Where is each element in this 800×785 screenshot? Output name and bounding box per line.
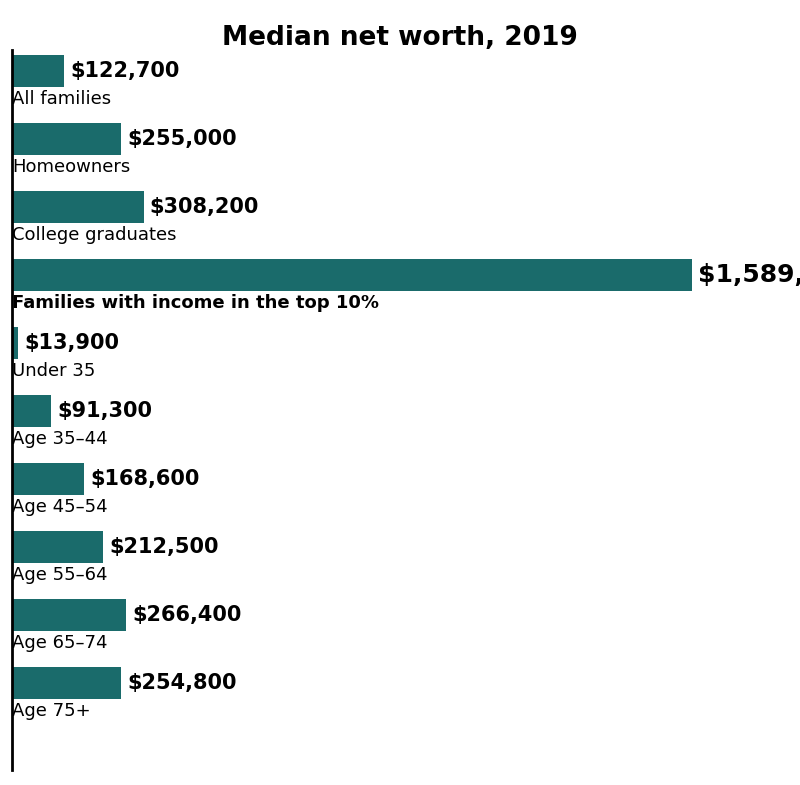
Bar xyxy=(12,463,84,495)
Text: $91,300: $91,300 xyxy=(57,401,152,421)
Text: $254,800: $254,800 xyxy=(127,673,237,693)
Bar xyxy=(12,327,18,359)
Text: Age 55–64: Age 55–64 xyxy=(12,566,107,584)
Text: $308,200: $308,200 xyxy=(150,197,259,217)
Text: $212,500: $212,500 xyxy=(109,537,218,557)
Text: $13,900: $13,900 xyxy=(24,333,119,353)
Bar xyxy=(12,599,126,631)
Bar xyxy=(12,531,103,563)
Bar xyxy=(12,259,692,291)
Bar xyxy=(12,123,121,155)
Text: College graduates: College graduates xyxy=(12,226,177,244)
Bar xyxy=(12,191,144,223)
Text: Under 35: Under 35 xyxy=(12,362,95,380)
Bar xyxy=(12,667,121,699)
Bar xyxy=(12,55,65,87)
Text: Homeowners: Homeowners xyxy=(12,158,130,176)
Text: $255,000: $255,000 xyxy=(127,129,237,149)
Text: Age 35–44: Age 35–44 xyxy=(12,430,108,448)
Text: $168,600: $168,600 xyxy=(90,469,199,489)
Text: $1,589,300: $1,589,300 xyxy=(698,263,800,287)
Text: All families: All families xyxy=(12,90,111,108)
Text: Families with income in the top 10%: Families with income in the top 10% xyxy=(12,294,379,312)
Text: Age 65–74: Age 65–74 xyxy=(12,634,107,652)
Text: Median net worth, 2019: Median net worth, 2019 xyxy=(222,25,578,51)
Text: Age 75+: Age 75+ xyxy=(12,702,90,720)
Bar xyxy=(12,395,51,427)
Text: $122,700: $122,700 xyxy=(70,61,180,81)
Text: $266,400: $266,400 xyxy=(132,605,242,625)
Text: Age 45–54: Age 45–54 xyxy=(12,498,108,516)
